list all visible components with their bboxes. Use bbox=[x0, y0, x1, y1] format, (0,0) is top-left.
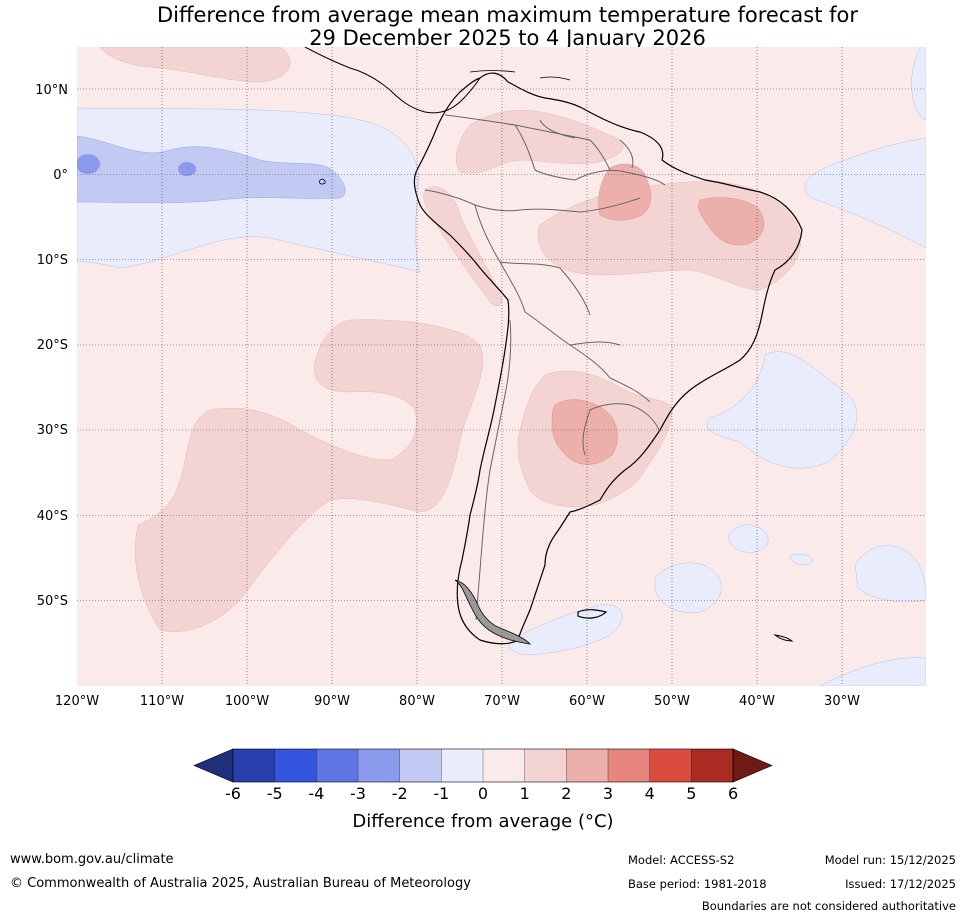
lat-label: 20°S bbox=[37, 338, 68, 353]
caribbean-islands bbox=[469, 70, 571, 81]
colorbar-tick-label: 2 bbox=[561, 784, 571, 803]
colorbar bbox=[193, 748, 773, 783]
issued-date: Issued: 17/12/2025 bbox=[845, 877, 956, 891]
colorbar-tick-label: 1 bbox=[520, 784, 530, 803]
colorbar-segment bbox=[566, 749, 609, 782]
cool-spot-small-1 bbox=[789, 554, 813, 565]
gridlines bbox=[77, 47, 926, 686]
colorbar-tick-label: -2 bbox=[392, 784, 408, 803]
colorbar-segment bbox=[483, 749, 526, 782]
hot-spot-northeast-brazil bbox=[698, 197, 764, 246]
colorbar-tick-label: -6 bbox=[225, 784, 241, 803]
south-georgia bbox=[773, 634, 794, 642]
country-borders bbox=[424, 114, 666, 621]
website-link[interactable]: www.bom.gov.au/climate bbox=[10, 852, 174, 867]
lon-label: 70°W bbox=[484, 694, 520, 709]
base-period: Base period: 1981-2018 bbox=[628, 877, 767, 891]
colorbar-segment bbox=[524, 749, 567, 782]
lon-label: 110°W bbox=[140, 694, 184, 709]
colorbar-segment bbox=[441, 749, 484, 782]
lon-label: 60°W bbox=[569, 694, 605, 709]
cool-region-equatorial-atlantic bbox=[804, 137, 926, 249]
lon-label: 40°W bbox=[739, 694, 775, 709]
lon-label: 100°W bbox=[225, 694, 269, 709]
colorbar-segment bbox=[316, 749, 359, 782]
longitude-labels: 120°W 110°W 100°W 90°W 80°W 70°W 60°W 50… bbox=[55, 694, 860, 709]
warm-region-north-pacific bbox=[99, 47, 291, 83]
tierra-del-fuego bbox=[454, 579, 531, 645]
colorbar-segment bbox=[649, 749, 692, 782]
colorbar-tick-label: -1 bbox=[433, 784, 449, 803]
colorbar-segment bbox=[358, 749, 401, 782]
cool-region-south-atlantic bbox=[707, 351, 857, 469]
colorbar-tick-label: 3 bbox=[603, 784, 613, 803]
lon-label: 120°W bbox=[55, 694, 99, 709]
warm-region-peru-coast bbox=[423, 186, 502, 307]
colorbar-tick-label: 4 bbox=[645, 784, 655, 803]
cool-region-far-southeast bbox=[854, 545, 926, 603]
lon-label: 90°W bbox=[314, 694, 350, 709]
cool-spot-atlantic-40s bbox=[728, 524, 769, 553]
cold-spot-west bbox=[77, 154, 100, 174]
lon-label: 80°W bbox=[399, 694, 435, 709]
colorbar-tick-labels: -6 -5 -4 -3 -2 -1 0 1 2 3 4 5 6 bbox=[225, 784, 738, 803]
chart-title: Difference from average mean maximum tem… bbox=[0, 4, 965, 50]
colorbar-segment bbox=[399, 749, 442, 782]
central-america-coastline bbox=[304, 47, 481, 114]
lat-label: 10°N bbox=[35, 83, 68, 98]
lon-label: 30°W bbox=[824, 694, 860, 709]
latitude-labels: 10°N 0° 10°S 20°S 30°S 40°S 50°S bbox=[35, 83, 68, 609]
model-name: Model: ACCESS-S2 bbox=[628, 853, 735, 867]
lat-label: 0° bbox=[53, 168, 68, 183]
anomaly-fields bbox=[77, 47, 926, 686]
model-run-date: Model run: 15/12/2025 bbox=[824, 853, 956, 867]
galapagos-islands bbox=[319, 178, 326, 185]
colorbar-tick-label: 5 bbox=[686, 784, 696, 803]
cool-region-northeast bbox=[911, 47, 926, 121]
boundaries-disclaimer: Boundaries are not considered authoritat… bbox=[701, 899, 956, 913]
falkland-islands bbox=[577, 609, 608, 619]
title-line-2: 29 December 2025 to 4 January 2026 bbox=[309, 26, 706, 50]
south-america-coastline bbox=[413, 72, 803, 645]
colorbar-tick-label: -4 bbox=[308, 784, 324, 803]
colorbar-segment bbox=[233, 749, 276, 782]
warm-region-northwest-south-america bbox=[456, 110, 624, 174]
lat-label: 40°S bbox=[37, 509, 68, 524]
colorbar-tick-label: 0 bbox=[478, 784, 488, 803]
colorbar-segment bbox=[274, 749, 317, 782]
colorbar-segment bbox=[691, 749, 734, 782]
cold-spot-east bbox=[178, 162, 196, 176]
copyright-text: © Commonwealth of Australia 2025, Austra… bbox=[10, 876, 471, 891]
colorbar-tick-label: -5 bbox=[267, 784, 283, 803]
colorbar-tick-label: -3 bbox=[350, 784, 366, 803]
colorbar-label: Difference from average (°C) bbox=[352, 811, 613, 832]
colorbar-extend-high bbox=[732, 748, 773, 783]
lat-label: 10°S bbox=[37, 253, 68, 268]
cool-region-bottom-right bbox=[819, 657, 926, 686]
colorbar-tick-label: 6 bbox=[728, 784, 738, 803]
lat-label: 30°S bbox=[37, 423, 68, 438]
lat-label: 50°S bbox=[37, 594, 68, 609]
warm-region-southeast-pacific bbox=[135, 319, 483, 632]
lon-label: 50°W bbox=[654, 694, 690, 709]
hot-spot-argentina bbox=[551, 399, 618, 465]
colorbar-extend-low bbox=[193, 748, 234, 783]
colorbar-segment bbox=[608, 749, 651, 782]
title-line-1: Difference from average mean maximum tem… bbox=[157, 3, 858, 27]
